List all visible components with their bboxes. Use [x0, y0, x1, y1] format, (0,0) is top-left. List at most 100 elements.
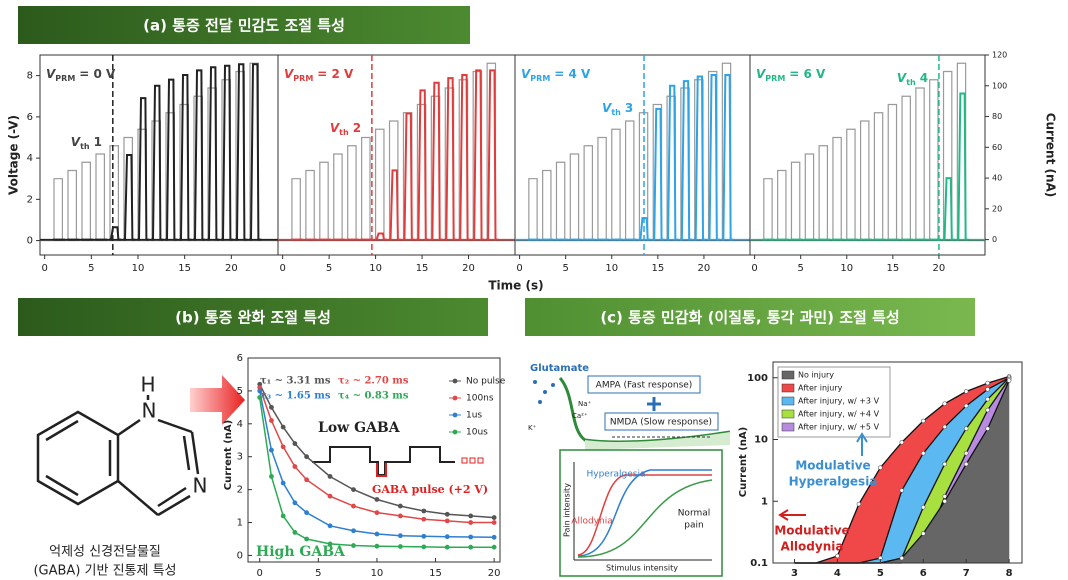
voltage-pulse [291, 178, 301, 241]
voltage-pulse [81, 161, 91, 241]
voltage-pulse [915, 87, 925, 241]
data-point [468, 513, 474, 519]
current-response [207, 66, 220, 241]
voltage-pulse [361, 136, 371, 241]
x-tick-label: 6 [920, 568, 927, 579]
threshold-label-rest: 2 [353, 121, 361, 135]
diagram-label: Pain intensity [563, 483, 572, 537]
current-response [416, 89, 429, 241]
current-response [666, 84, 679, 241]
data-point [351, 487, 356, 493]
threshold-label-sub: th [80, 142, 90, 151]
current-response [956, 92, 969, 241]
data-point [921, 531, 926, 536]
x-tick-label: 15 [178, 263, 191, 274]
panel-annotation-sub: PRM [765, 74, 785, 83]
x-tick-label: 5 [562, 263, 568, 274]
data-point [397, 533, 403, 539]
data-point [985, 407, 990, 413]
current-response [693, 75, 706, 241]
x-tick-label: 10 [132, 263, 145, 274]
current-response [472, 69, 485, 241]
data-point [327, 474, 333, 479]
current-response [221, 64, 234, 241]
data-point [491, 534, 497, 540]
current-response [123, 154, 136, 241]
legend-label: After injury, w/ +4 V [798, 410, 880, 419]
diagram-label: pain [684, 521, 703, 531]
data-point [304, 510, 310, 516]
x-tick-label: 20 [225, 263, 238, 274]
molecule-caption: (GABA) 기반 진통제 특성 [33, 564, 176, 579]
threshold-label-rest: 3 [625, 101, 633, 115]
panel-annotation-rest: = 6 V [789, 67, 826, 81]
diagram-label: AMPA (Fast response) [596, 381, 693, 391]
synapse-diagram [533, 375, 731, 577]
x-tick-label: 5 [88, 263, 94, 274]
y-tick-label: 5 [237, 386, 243, 397]
panel-frame [277, 54, 516, 256]
fit-label: τ₃ ~ 1.65 ms [260, 391, 331, 402]
current-response [235, 63, 248, 241]
data-point [856, 501, 862, 507]
data-point [304, 454, 310, 460]
panel-annotation-sub: PRM [530, 74, 550, 83]
data-point [963, 426, 969, 431]
legend-label: 1us [466, 411, 482, 421]
voltage-pulse [53, 178, 63, 241]
data-point [421, 533, 427, 539]
diagram-label: NMDA (Slow response) [610, 418, 712, 428]
x-tick-label: 5 [315, 568, 321, 579]
voltage-pulse [67, 169, 77, 241]
annotation: Low GABA [318, 420, 401, 436]
current-response [151, 84, 164, 241]
data-point [304, 536, 310, 542]
legend-swatch [781, 383, 795, 393]
data-point [269, 404, 274, 410]
pulse-sketch [312, 446, 455, 476]
x-axis-label: Time (s) [488, 279, 543, 293]
y-tick-label: 2 [27, 194, 33, 205]
y2-tick-label: 40 [992, 174, 1002, 183]
data-point [491, 544, 497, 550]
voltage-pulse [859, 120, 870, 241]
current-response [402, 112, 415, 241]
voltage-pulse [109, 145, 119, 241]
voltage-pulse [790, 161, 801, 241]
threshold-label-sub: th [611, 108, 621, 117]
voltage-pulse [818, 145, 829, 241]
diagram-label: Stimulus intensity [606, 564, 678, 573]
x-tick-label: 15 [429, 568, 442, 579]
data-point [292, 500, 298, 506]
voltage-pulse [611, 128, 621, 241]
legend-label: 100ns [466, 394, 494, 404]
x-tick-label: 20 [933, 263, 946, 274]
data-point [374, 510, 380, 516]
data-point [292, 529, 298, 535]
data-point [397, 544, 403, 549]
y-tick-label: 0 [27, 236, 33, 247]
y-tick-label: 4 [27, 153, 33, 164]
current-response [486, 69, 499, 241]
x-tick-label: 5 [877, 568, 884, 579]
header-b: (b) 통증 완화 조절 특성 [175, 309, 331, 327]
data-point [421, 544, 427, 550]
y-tick-label: 0.1 [750, 558, 768, 569]
voltage-pulse [542, 169, 552, 241]
y2-tick-label: 0 [992, 235, 997, 244]
x-tick-label: 5 [326, 263, 332, 274]
diagram-label: Hyperalgesia [586, 470, 645, 480]
y-tick-label: 1 [761, 496, 768, 507]
threshold-label-rest: 4 [920, 71, 928, 85]
data-point [374, 543, 380, 549]
current-response [137, 97, 150, 241]
threshold-label-main: V [897, 71, 908, 85]
data-point [921, 418, 926, 424]
voltage-pulse [846, 128, 856, 241]
threshold-label: Vth 1 [71, 135, 102, 152]
voltage-pulse [804, 153, 815, 241]
legend-box [777, 366, 891, 438]
data-point [963, 389, 969, 394]
threshold-label-main: V [330, 121, 341, 135]
header-bar [18, 298, 488, 336]
